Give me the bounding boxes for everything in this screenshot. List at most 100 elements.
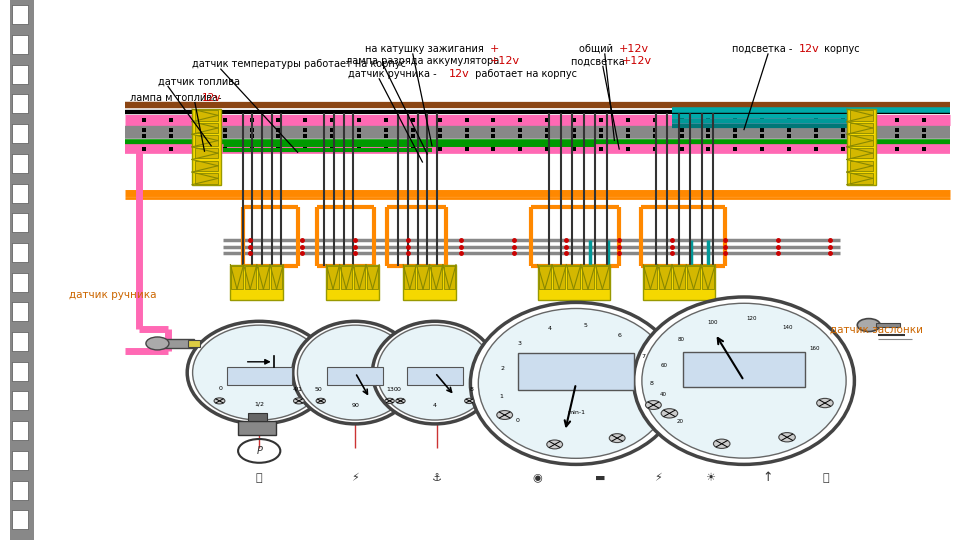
Text: ⚓: ⚓ [432, 473, 442, 483]
Circle shape [779, 433, 795, 442]
Text: 4: 4 [548, 326, 552, 331]
Circle shape [214, 398, 225, 404]
Bar [12, 65, 28, 84]
Bar [850, 148, 873, 158]
Bar [850, 123, 873, 133]
Bar [195, 148, 218, 158]
Text: 8: 8 [469, 387, 473, 392]
Bar [12, 154, 28, 173]
Text: 0: 0 [219, 386, 223, 391]
Bar [418, 266, 428, 289]
Bar [567, 266, 580, 289]
Text: +: + [490, 44, 499, 54]
Bar [245, 266, 255, 289]
Ellipse shape [293, 321, 418, 424]
Text: лампа разряда аккумулятора: лампа разряда аккумулятора [346, 56, 502, 66]
Circle shape [496, 410, 513, 420]
Ellipse shape [634, 297, 854, 464]
Ellipse shape [470, 302, 682, 464]
Bar [850, 136, 873, 146]
Text: ⚡: ⚡ [654, 473, 661, 483]
Circle shape [645, 401, 661, 409]
Bar [238, 421, 276, 435]
Text: 12v: 12v [449, 69, 470, 79]
Circle shape [465, 399, 474, 403]
Text: 12v: 12v [202, 92, 221, 103]
Bar [12, 481, 28, 500]
Bar [518, 354, 634, 390]
Bar [231, 266, 243, 289]
Bar [684, 352, 804, 387]
Ellipse shape [187, 321, 331, 424]
Text: ▬: ▬ [595, 473, 605, 483]
Circle shape [610, 434, 625, 443]
Bar [12, 184, 28, 202]
Text: 4/1: 4/1 [293, 386, 302, 391]
Bar [157, 339, 194, 348]
Circle shape [294, 398, 304, 404]
Text: 12v: 12v [799, 44, 820, 54]
Bar [192, 109, 221, 185]
Ellipse shape [642, 303, 846, 458]
Bar [12, 451, 28, 470]
Text: общий: общий [579, 44, 616, 54]
Circle shape [396, 399, 405, 403]
Text: подсветка: подсветка [571, 56, 628, 66]
Text: 5: 5 [584, 323, 588, 328]
Bar [850, 173, 873, 184]
Text: ⚡: ⚡ [351, 473, 359, 483]
Circle shape [857, 319, 880, 332]
Ellipse shape [377, 325, 492, 420]
Bar [257, 266, 269, 289]
Bar [659, 266, 671, 289]
Bar [195, 160, 218, 171]
Text: датчик топлива: датчик топлива [158, 76, 240, 86]
Bar [644, 266, 657, 289]
Circle shape [817, 399, 833, 408]
Text: +12v: +12v [490, 56, 519, 66]
Bar [850, 160, 873, 171]
Text: +12v: +12v [619, 44, 649, 54]
Bar [195, 110, 218, 120]
Text: 90: 90 [351, 403, 359, 408]
Bar [12, 35, 28, 54]
Bar [596, 266, 609, 289]
Ellipse shape [478, 308, 674, 458]
Bar [850, 110, 873, 120]
Circle shape [385, 399, 395, 403]
Bar [12, 273, 28, 292]
Bar [326, 265, 379, 300]
Ellipse shape [193, 325, 325, 420]
Bar [430, 266, 442, 289]
Text: 🔌: 🔌 [256, 473, 262, 483]
Bar [195, 123, 218, 133]
Text: 8: 8 [650, 381, 654, 386]
Text: 50: 50 [315, 387, 323, 392]
Text: корпус: корпус [821, 44, 859, 54]
Text: min-1: min-1 [567, 410, 585, 415]
Circle shape [316, 399, 325, 403]
Bar [12, 124, 28, 143]
Bar [643, 265, 715, 300]
Text: на катушку зажигания: на катушку зажигания [365, 44, 487, 54]
Bar [12, 94, 28, 113]
Bar [539, 266, 551, 289]
Text: подсветка -: подсветка - [732, 44, 792, 54]
Bar [12, 510, 28, 529]
Circle shape [713, 439, 730, 448]
Text: 7: 7 [641, 354, 645, 359]
Text: +12v: +12v [622, 56, 652, 66]
Bar [10, 0, 34, 540]
Bar [687, 266, 700, 289]
Bar [702, 266, 714, 289]
Bar [195, 173, 218, 184]
Text: 120: 120 [746, 316, 756, 321]
Text: 60: 60 [660, 363, 667, 368]
Text: ☀: ☀ [706, 473, 715, 483]
Bar [230, 265, 283, 300]
Bar [444, 266, 455, 289]
Bar [12, 243, 28, 262]
Text: 140: 140 [782, 325, 793, 330]
Bar [248, 413, 267, 421]
Text: ◉: ◉ [533, 473, 542, 483]
